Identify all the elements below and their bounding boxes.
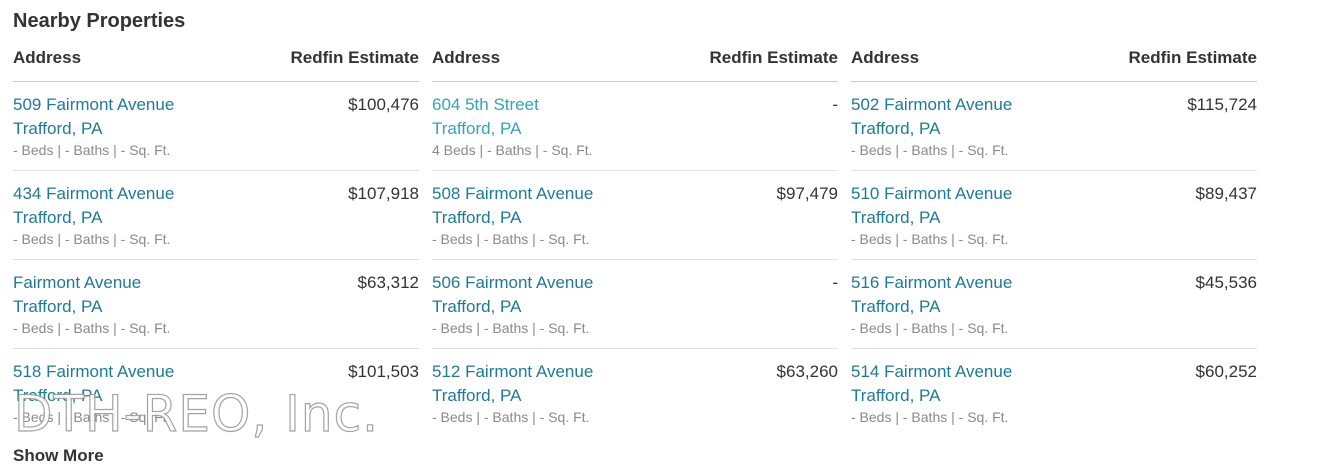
street-address[interactable]: 506 Fairmont Avenue bbox=[432, 273, 594, 292]
property-details: - Beds | - Baths | - Sq. Ft. bbox=[432, 320, 590, 336]
section-title: Nearby Properties bbox=[13, 10, 186, 32]
redfin-estimate: $60,252 bbox=[1195, 362, 1257, 381]
property-link[interactable]: 514 Fairmont Avenue Trafford, PA bbox=[851, 360, 1012, 408]
property-details: - Beds | - Baths | - Sq. Ft. bbox=[13, 231, 171, 247]
property-row: 434 Fairmont Avenue Trafford, PA $107,918… bbox=[13, 171, 419, 260]
address-header: Address bbox=[432, 48, 501, 67]
property-row: 514 Fairmont Avenue Trafford, PA $60,252 … bbox=[851, 349, 1257, 438]
redfin-estimate: $63,260 bbox=[776, 362, 838, 381]
street-address[interactable]: 604 5th Street bbox=[432, 95, 539, 114]
property-details: - Beds | - Baths | - Sq. Ft. bbox=[851, 142, 1009, 158]
estimate-header: Redfin Estimate bbox=[709, 48, 838, 67]
property-row: 512 Fairmont Avenue Trafford, PA $63,260 … bbox=[432, 349, 838, 438]
address-header: Address bbox=[851, 48, 920, 67]
property-row: 502 Fairmont Avenue Trafford, PA $115,724… bbox=[851, 82, 1257, 171]
property-link[interactable]: 510 Fairmont Avenue Trafford, PA bbox=[851, 182, 1012, 230]
city-state[interactable]: Trafford, PA bbox=[851, 386, 941, 405]
redfin-estimate: - bbox=[832, 95, 838, 114]
column-header: Address Redfin Estimate bbox=[851, 46, 1257, 82]
street-address[interactable]: 510 Fairmont Avenue bbox=[851, 184, 1013, 203]
street-address[interactable]: 509 Fairmont Avenue bbox=[13, 95, 175, 114]
property-row: 604 5th Street Trafford, PA - 4 Beds | - … bbox=[432, 82, 838, 171]
estimate-header: Redfin Estimate bbox=[1128, 48, 1257, 67]
property-link[interactable]: 509 Fairmont Avenue Trafford, PA bbox=[13, 93, 174, 141]
redfin-estimate: $97,479 bbox=[776, 184, 838, 203]
street-address[interactable]: 512 Fairmont Avenue bbox=[432, 362, 594, 381]
city-state[interactable]: Trafford, PA bbox=[432, 119, 522, 138]
property-details: - Beds | - Baths | - Sq. Ft. bbox=[432, 231, 590, 247]
property-row: 518 Fairmont Avenue Trafford, PA $101,503… bbox=[13, 349, 419, 438]
property-row: Fairmont Avenue Trafford, PA $63,312 - Be… bbox=[13, 260, 419, 349]
property-details: 4 Beds | - Baths | - Sq. Ft. bbox=[432, 142, 593, 158]
city-state[interactable]: Trafford, PA bbox=[13, 297, 103, 316]
city-state[interactable]: Trafford, PA bbox=[851, 119, 941, 138]
property-link[interactable]: 508 Fairmont Avenue Trafford, PA bbox=[432, 182, 593, 230]
property-link[interactable]: 512 Fairmont Avenue Trafford, PA bbox=[432, 360, 593, 408]
street-address[interactable]: 516 Fairmont Avenue bbox=[851, 273, 1013, 292]
estimate-header: Redfin Estimate bbox=[290, 48, 419, 67]
column-header: Address Redfin Estimate bbox=[432, 46, 838, 82]
property-details: - Beds | - Baths | - Sq. Ft. bbox=[432, 409, 590, 425]
address-header: Address bbox=[13, 48, 82, 67]
street-address[interactable]: 514 Fairmont Avenue bbox=[851, 362, 1013, 381]
street-address[interactable]: Fairmont Avenue bbox=[13, 273, 142, 292]
redfin-estimate: $101,503 bbox=[348, 362, 419, 381]
redfin-estimate: $45,536 bbox=[1195, 273, 1257, 292]
property-link[interactable]: 506 Fairmont Avenue Trafford, PA bbox=[432, 271, 593, 319]
property-link[interactable]: 518 Fairmont Avenue Trafford, PA bbox=[13, 360, 174, 408]
redfin-estimate: $115,724 bbox=[1187, 95, 1257, 114]
property-details: - Beds | - Baths | - Sq. Ft. bbox=[851, 320, 1009, 336]
street-address[interactable]: 502 Fairmont Avenue bbox=[851, 95, 1013, 114]
property-link[interactable]: 502 Fairmont Avenue Trafford, PA bbox=[851, 93, 1012, 141]
property-column-2: Address Redfin Estimate 604 5th Street Tr… bbox=[432, 46, 838, 438]
property-row: 516 Fairmont Avenue Trafford, PA $45,536 … bbox=[851, 260, 1257, 349]
property-row: 506 Fairmont Avenue Trafford, PA - - Beds… bbox=[432, 260, 838, 349]
city-state[interactable]: Trafford, PA bbox=[13, 386, 103, 405]
redfin-estimate: - bbox=[832, 273, 838, 292]
city-state[interactable]: Trafford, PA bbox=[432, 297, 522, 316]
property-row: 509 Fairmont Avenue Trafford, PA $100,476… bbox=[13, 82, 419, 171]
city-state[interactable]: Trafford, PA bbox=[851, 297, 941, 316]
property-link[interactable]: Fairmont Avenue Trafford, PA bbox=[13, 271, 141, 319]
redfin-estimate: $63,312 bbox=[357, 273, 419, 292]
property-column-3: Address Redfin Estimate 502 Fairmont Ave… bbox=[851, 46, 1257, 438]
property-row: 508 Fairmont Avenue Trafford, PA $97,479 … bbox=[432, 171, 838, 260]
property-row: 510 Fairmont Avenue Trafford, PA $89,437 … bbox=[851, 171, 1257, 260]
property-details: - Beds | - Baths | - Sq. Ft. bbox=[13, 320, 171, 336]
street-address[interactable]: 434 Fairmont Avenue bbox=[13, 184, 175, 203]
show-more-link[interactable]: Show More bbox=[13, 446, 104, 465]
property-details: - Beds | - Baths | - Sq. Ft. bbox=[13, 142, 171, 158]
street-address[interactable]: 518 Fairmont Avenue bbox=[13, 362, 175, 381]
city-state[interactable]: Trafford, PA bbox=[432, 208, 522, 227]
property-link[interactable]: 434 Fairmont Avenue Trafford, PA bbox=[13, 182, 174, 230]
column-header: Address Redfin Estimate bbox=[13, 46, 419, 82]
redfin-estimate: $100,476 bbox=[348, 95, 419, 114]
redfin-estimate: $89,437 bbox=[1195, 184, 1257, 203]
redfin-estimate: $107,918 bbox=[348, 184, 419, 203]
city-state[interactable]: Trafford, PA bbox=[13, 119, 103, 138]
property-details: - Beds | - Baths | - Sq. Ft. bbox=[851, 409, 1009, 425]
city-state[interactable]: Trafford, PA bbox=[432, 386, 522, 405]
property-details: - Beds | - Baths | - Sq. Ft. bbox=[13, 409, 171, 425]
property-link[interactable]: 516 Fairmont Avenue Trafford, PA bbox=[851, 271, 1012, 319]
property-column-1: Address Redfin Estimate 509 Fairmont Ave… bbox=[13, 46, 419, 438]
property-link[interactable]: 604 5th Street Trafford, PA bbox=[432, 93, 539, 141]
city-state[interactable]: Trafford, PA bbox=[13, 208, 103, 227]
street-address[interactable]: 508 Fairmont Avenue bbox=[432, 184, 594, 203]
city-state[interactable]: Trafford, PA bbox=[851, 208, 941, 227]
property-details: - Beds | - Baths | - Sq. Ft. bbox=[851, 231, 1009, 247]
